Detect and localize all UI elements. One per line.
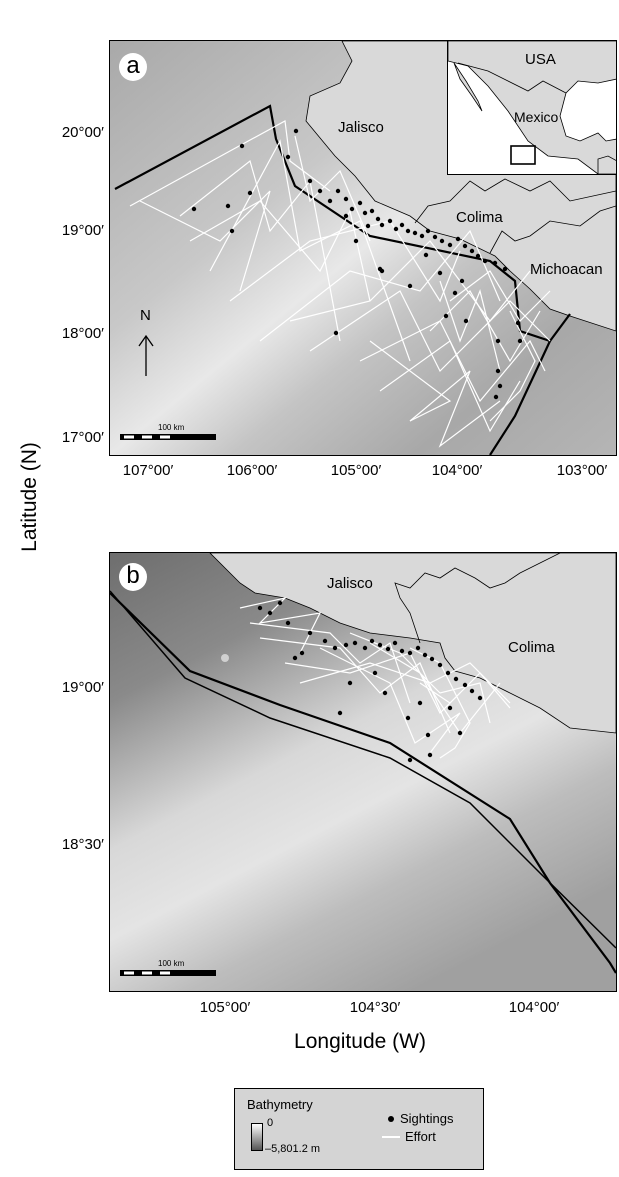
panel-a-ytick: 17°00′	[61, 429, 104, 446]
inset-central-america	[597, 155, 616, 174]
y-axis-title: Latitude (N)	[18, 442, 41, 552]
north-arrow-label: N	[140, 307, 151, 324]
legend-effort-label: Effort	[405, 1129, 436, 1144]
panel-b-ytick: 18°30′	[61, 836, 104, 853]
panel-b-xtick: 104°30′	[349, 999, 401, 1016]
effort-tracks-b	[239, 596, 511, 759]
scale-bar-b	[120, 970, 216, 976]
legend-gradient-min: –5,801.2 m	[265, 1143, 321, 1155]
land-mainland-b	[209, 553, 616, 734]
panel-b-ytick: 19°00′	[61, 679, 104, 696]
label-michoacan-a: Michoacan	[530, 261, 603, 278]
sightings-a	[191, 128, 523, 400]
panel-b-xtick: 104°00′	[508, 999, 560, 1016]
legend-sightings-label: Sightings	[400, 1111, 454, 1126]
panel-a-xtick: 105°00′	[330, 462, 382, 479]
effort-tracks-a	[129, 120, 551, 448]
label-jalisco-a: Jalisco	[338, 119, 384, 136]
map-panel-b: b Jalisco Colima 100 km	[109, 552, 617, 992]
x-axis-title: Longitude (W)	[294, 1030, 426, 1053]
study-area-boundary-b-outer	[110, 590, 616, 949]
panel-a-xtick: 103°00′	[556, 462, 608, 479]
bathymetry-gradient	[251, 1123, 263, 1151]
inset-baja	[453, 62, 483, 112]
panel-b-letter: b	[119, 563, 147, 591]
sightings-b	[257, 600, 483, 763]
inset-label-mexico: Mexico	[514, 109, 559, 125]
legend-gradient-max: 0	[267, 1117, 274, 1129]
inset-study-box	[510, 145, 536, 165]
study-area-boundary-b-inner	[110, 592, 616, 974]
panel-a-ytick: 18°00′	[61, 325, 104, 342]
panel-a-xtick: 104°00′	[431, 462, 483, 479]
panel-a-xtick: 106°00′	[226, 462, 278, 479]
map-panel-a: a Jalisco Colima Michoacan N 100 km USA …	[109, 40, 617, 456]
legend-effort-line	[382, 1136, 400, 1138]
label-jalisco-b: Jalisco	[327, 575, 373, 592]
scale-bar-label-b: 100 km	[158, 959, 185, 968]
scale-bar-label-a: 100 km	[158, 423, 185, 432]
panel-a-letter: a	[119, 53, 147, 81]
study-area-boundary	[114, 104, 552, 455]
panel-a-ytick: 20°00′	[61, 124, 104, 141]
label-colima-a: Colima	[456, 209, 503, 226]
sea-feature	[221, 654, 229, 662]
map-b-svg	[110, 553, 616, 991]
inset-label-usa: USA	[525, 51, 556, 68]
inset-land	[448, 41, 616, 174]
inset-us-border	[457, 62, 567, 94]
state-border-jalisco-colima-b	[394, 553, 561, 644]
panel-b-xtick: 105°00′	[199, 999, 251, 1016]
inset-map-svg	[448, 41, 616, 174]
legend-title: Bathymetry	[247, 1097, 313, 1112]
state-border-jalisco-colima	[414, 178, 616, 224]
legend: Bathymetry 0 –5,801.2 m Sightings Effort	[234, 1088, 484, 1170]
panel-a-ytick: 19°00′	[61, 222, 104, 239]
scale-bar-a	[120, 434, 216, 440]
label-colima-b: Colima	[508, 639, 555, 656]
legend-sightings-dot	[388, 1116, 394, 1122]
north-arrow-head	[138, 334, 154, 347]
state-border-colima-michoacan	[489, 205, 616, 254]
panel-a-xtick: 107°00′	[122, 462, 174, 479]
study-area-boundary-east	[549, 313, 571, 342]
inset-map: USA Mexico	[447, 41, 616, 175]
